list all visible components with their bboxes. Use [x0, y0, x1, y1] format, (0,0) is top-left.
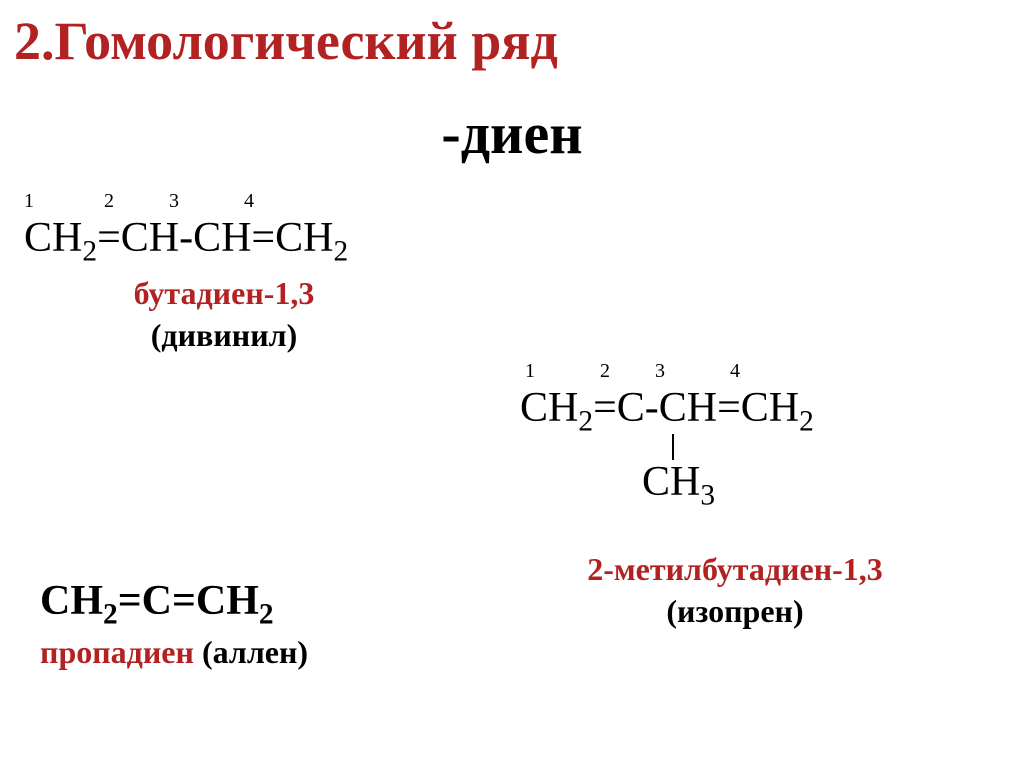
compound-isoprene: 1 2 3 4 CH2=C-CH=CH2 CH3 2-метилбутадиен… — [520, 360, 950, 632]
isoprene-branch-bond — [672, 434, 674, 460]
isoprene-carbon-numbers: 1 2 3 4 — [520, 360, 950, 383]
butadiene-label-black: (дивинил) — [151, 317, 297, 353]
butadiene-label: бутадиен-1,3 (дивинил) — [24, 273, 424, 356]
propadiene-label-black: (аллен) — [194, 634, 308, 670]
isoprene-label-black: (изопрен) — [666, 593, 803, 629]
propadiene-label-red: пропадиен — [40, 634, 194, 670]
compound-propadiene: CH2=C=CH2 пропадиен (аллен) — [40, 580, 340, 674]
isoprene-label-red: 2-метилбутадиен-1,3 — [587, 551, 883, 587]
propadiene-label: пропадиен (аллен) — [40, 632, 340, 674]
propadiene-formula: CH2=C=CH2 — [40, 580, 340, 622]
butadiene-label-red: бутадиен-1,3 — [134, 275, 315, 311]
compound-butadiene: 1 2 3 4 CH2=CH-CH=CH2 бутадиен-1,3 (диви… — [24, 190, 424, 356]
isoprene-label: 2-метилбутадиен-1,3 (изопрен) — [520, 549, 950, 632]
isoprene-formula: CH2=C-CH=CH2 — [520, 387, 950, 429]
slide-title: 2.Гомологический ряд — [14, 10, 558, 72]
butadiene-carbon-numbers: 1 2 3 4 — [24, 190, 424, 213]
isoprene-branch: CH3 — [642, 458, 715, 506]
slide-subtitle: -диен — [0, 100, 1024, 167]
butadiene-formula: CH2=CH-CH=CH2 — [24, 217, 424, 259]
